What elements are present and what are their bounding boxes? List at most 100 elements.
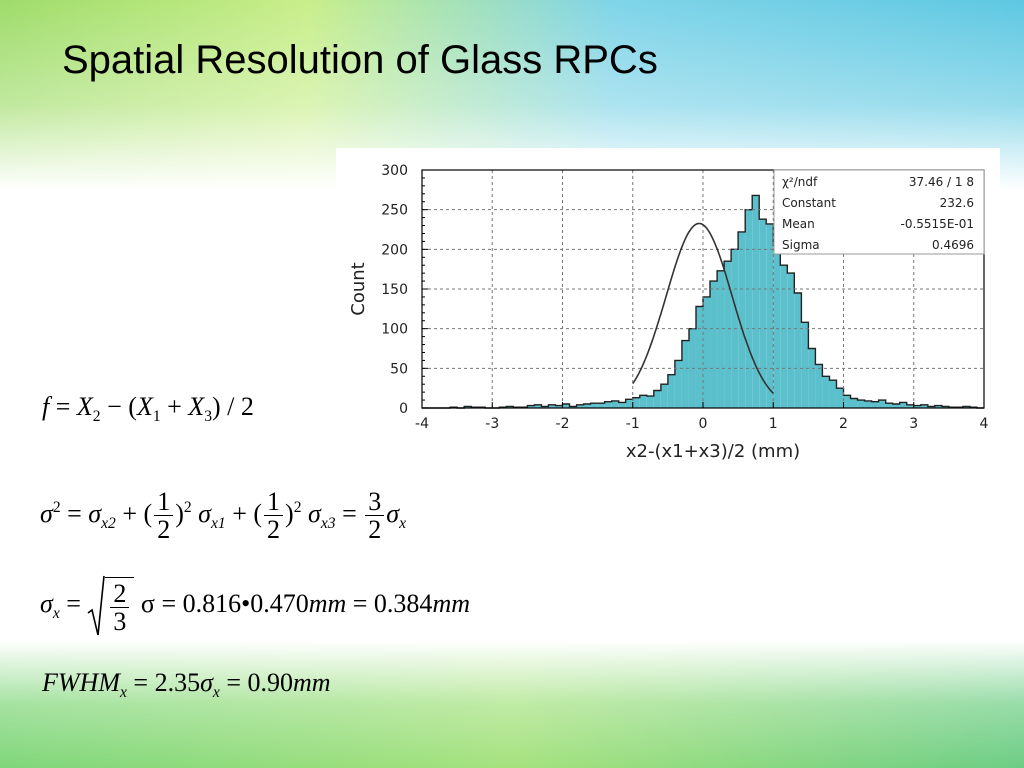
histogram-bar	[801, 322, 809, 408]
histogram-bar	[962, 406, 970, 408]
eq2-equals: =	[67, 498, 82, 528]
histogram-bar	[625, 399, 633, 408]
histogram-bar	[857, 400, 865, 408]
histogram-bar	[815, 364, 823, 408]
y-tick-label: 50	[390, 361, 408, 377]
stats-label: χ²/ndf	[782, 175, 818, 189]
histogram-bar	[787, 273, 795, 408]
y-tick-label: 0	[399, 401, 408, 417]
eq2-sigma-x2: σ	[88, 498, 102, 528]
histogram-bar	[850, 398, 858, 408]
histogram-bar	[548, 404, 556, 408]
histogram-bar	[759, 219, 767, 408]
histogram-bar	[906, 404, 914, 408]
equation-f-definition: f = X2 − (X1 + X3) / 2	[42, 392, 254, 426]
gaussian-fit-line	[632, 222, 774, 394]
histogram-bar	[836, 388, 844, 408]
eq4-sigma: σ	[200, 668, 213, 697]
eq2-half-num-1: 1	[154, 488, 174, 517]
stats-label: Mean	[782, 217, 815, 231]
y-axis-label: Count	[348, 262, 369, 315]
histogram-bar	[738, 231, 746, 408]
eq3-result: = 0.384	[352, 588, 433, 618]
histogram-bar	[674, 360, 682, 408]
stats-box	[773, 169, 985, 255]
eq2-rparen-1: )	[175, 498, 184, 528]
histogram-bar	[660, 384, 668, 408]
histogram-bar	[745, 209, 753, 408]
eq2-half-den-1: 2	[157, 515, 171, 545]
stats-value: 37.46 / 1 8	[909, 175, 974, 189]
histogram-chart: -4 -3 -2 -1 0 1 2 3 4 0 50 100 150 200 250 300 x2-(x1+x3…	[348, 163, 989, 462]
x-axis-label: x2-(x1+x3)/2 (mm)	[626, 441, 800, 462]
eq2-half-den-2: 2	[267, 515, 281, 545]
stats-value: 232.6	[940, 196, 974, 210]
y-tick-label: 100	[381, 322, 408, 338]
eq2-rparen-2: )	[285, 498, 294, 528]
eq2-lparen-1: (	[143, 498, 153, 528]
stats-value: -0.5515E-01	[901, 217, 975, 231]
chart-panel: -4 -3 -2 -1 0 1 2 3 4 0 50 100 150 200 250 300 x2-(x1+x3…	[336, 148, 1000, 470]
histogram-bar	[934, 405, 942, 408]
histogram-bar	[892, 404, 900, 408]
y-tick-label: 300	[381, 163, 408, 179]
eq2-three: 3	[365, 488, 385, 517]
histogram-bar	[927, 406, 935, 408]
eq3-equals: =	[66, 588, 81, 618]
histogram-bar	[597, 403, 605, 408]
histogram-bar	[822, 376, 830, 408]
histogram-bar	[569, 406, 577, 408]
histogram-bar	[506, 406, 514, 408]
histogram-bar	[639, 395, 647, 408]
eq2-equals-2: =	[342, 498, 357, 528]
eq1-minus: −	[107, 392, 122, 421]
histogram-bar	[695, 306, 703, 408]
histogram-bar	[913, 405, 921, 408]
eq2-sup: 2	[52, 499, 61, 517]
histogram-bar	[885, 403, 893, 408]
eq4-sub-x: x	[119, 684, 127, 702]
histogram-bar	[534, 404, 542, 408]
eq1-x1: X	[136, 392, 153, 421]
eq1-x3: X	[188, 392, 205, 421]
eq4-fwhm: FWHM	[42, 668, 120, 697]
x-tick-label: -3	[485, 416, 499, 432]
histogram-bar	[583, 404, 591, 408]
histogram-bar	[611, 400, 619, 408]
y-tick-label: 250	[381, 203, 408, 219]
histogram-bar	[618, 402, 626, 408]
eq1-x2-sub: 2	[92, 408, 101, 426]
eq3-sub-x: x	[52, 605, 60, 623]
eq2-plus-2: +	[232, 498, 247, 528]
histogram-bar	[562, 404, 570, 408]
eq1-f: f	[42, 392, 50, 421]
histogram-bar	[703, 296, 711, 408]
histogram-bar	[829, 380, 837, 408]
eq3-sigma: σ	[40, 588, 53, 618]
eq2-sigma: σ	[40, 498, 53, 528]
eq1-tail: / 2	[227, 392, 254, 421]
histogram-bar	[646, 396, 654, 408]
x-tick-label: -1	[626, 416, 640, 432]
y-tick-label: 200	[381, 242, 408, 258]
histogram-bar	[773, 245, 781, 408]
eq4-mid: = 2.35	[133, 668, 201, 697]
histogram-bar	[681, 340, 689, 408]
eq2-sigma-x: σ	[386, 498, 400, 528]
histogram-bar	[941, 406, 949, 408]
histogram-bar	[667, 374, 675, 408]
histogram-bar	[576, 404, 584, 408]
stats-label: Sigma	[782, 238, 820, 252]
eq2-sub-x3: x3	[320, 514, 336, 532]
histogram-outline	[422, 194, 984, 409]
eq2-sup-2: 2	[293, 499, 302, 517]
histogram-bar	[794, 292, 802, 408]
eq1-plus: +	[167, 392, 182, 421]
histogram-bar	[632, 397, 640, 408]
histogram-bar	[878, 400, 886, 408]
histogram-bar	[527, 405, 535, 408]
histogram-bar	[920, 404, 928, 408]
